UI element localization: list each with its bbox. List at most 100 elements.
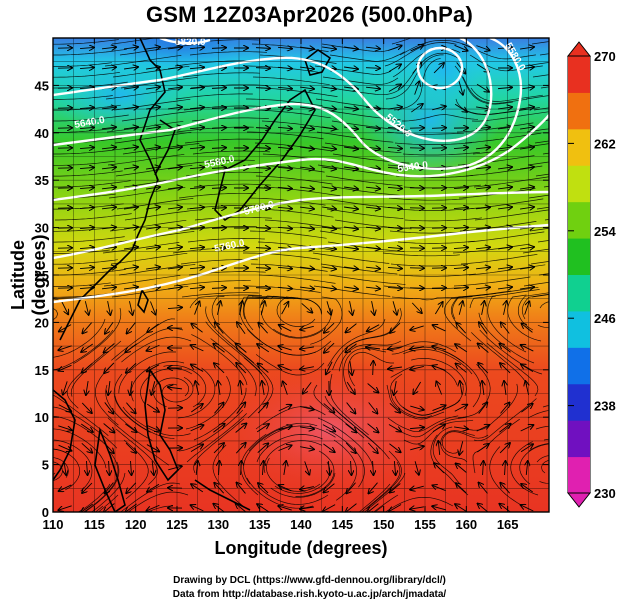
streamline [397, 240, 475, 244]
wind-arrow [459, 441, 462, 455]
wind-arrow [326, 301, 331, 314]
wind-arrow [388, 46, 401, 51]
streamline [257, 486, 329, 505]
streamline [400, 52, 462, 89]
streamline [124, 209, 202, 221]
wind-arrow [236, 363, 247, 374]
y-tick-label: 10 [35, 410, 49, 425]
wind-arrow [434, 302, 442, 315]
colorbar-step [568, 128, 590, 166]
streamline [270, 472, 336, 498]
wind-arrow [387, 247, 402, 248]
streamline [177, 367, 216, 419]
wind-arrow [454, 405, 467, 412]
wind-arrow [86, 381, 88, 395]
wind-arrow [101, 167, 116, 169]
wind-arrow [366, 347, 381, 349]
streamline [191, 334, 248, 386]
wind-arrow [278, 405, 292, 412]
wind-arrow [456, 464, 467, 473]
wind-arrow [520, 107, 534, 109]
wind-arrow [505, 461, 506, 476]
streamline [140, 368, 193, 405]
wind-arrow [281, 302, 289, 315]
streamline [521, 293, 549, 320]
wind-arrow [323, 504, 336, 512]
streamline [66, 351, 107, 409]
streamline [105, 87, 183, 100]
streamline [317, 417, 374, 469]
streamline [53, 259, 118, 265]
wind-arrow [168, 387, 183, 389]
coast-indochina [53, 389, 76, 481]
wind-arrow [410, 366, 424, 369]
streamline [452, 243, 530, 254]
x-tick-label: 110 [43, 517, 64, 532]
wind-arrow [211, 168, 226, 169]
wind-arrow [146, 127, 160, 129]
streamline [487, 295, 527, 353]
wind-arrow [151, 381, 154, 395]
streamline [177, 159, 255, 166]
wind-arrow [475, 207, 490, 209]
wind-arrow [498, 107, 512, 109]
wind-arrow [146, 47, 160, 49]
wind-arrow [322, 287, 336, 289]
wind-arrow [300, 406, 314, 409]
wind-arrow [300, 187, 314, 189]
wind-arrow [478, 363, 489, 374]
contour-5820 [53, 223, 549, 304]
axis-ticks: 110 115 120 125 130 135 140 145 150 155 160 165 0 5 10… [35, 38, 549, 532]
streamline [411, 358, 467, 397]
wind-arrow [323, 403, 335, 412]
wind-arrow [211, 88, 226, 89]
contour-5760 [53, 190, 549, 260]
wind-arrow [388, 107, 402, 109]
wind-arrow [168, 107, 182, 109]
colorbar-steps [568, 56, 590, 494]
x-tick-label: 125 [166, 517, 188, 532]
wind-arrow [433, 63, 444, 74]
wind-arrow [64, 461, 66, 475]
wind-arrow [499, 504, 511, 512]
coast-japan [214, 88, 316, 222]
streamline [53, 406, 118, 449]
wind-arrow [300, 347, 314, 349]
streamline [531, 41, 549, 45]
streamline [247, 328, 317, 356]
wind-arrow [146, 187, 160, 189]
wind-arrow [322, 187, 336, 189]
wind-arrow [255, 88, 270, 89]
wind-arrow [130, 381, 132, 395]
streamline [205, 321, 263, 375]
streamline [110, 252, 188, 265]
wind-arrow [150, 301, 155, 314]
wind-arrow [300, 167, 314, 169]
wind-arrow [350, 361, 352, 375]
credit-drawing: Drawing by DCL (https://www.gfd-dennou.o… [173, 575, 446, 586]
streamline [53, 448, 81, 491]
wind-arrow [109, 460, 110, 475]
streamline [466, 198, 544, 210]
wind-arrow [504, 301, 507, 315]
wind-arrow [482, 301, 485, 315]
wind-arrow [438, 441, 439, 456]
wind-arrow [432, 424, 445, 432]
streamline [533, 107, 549, 111]
y-tick-label: 45 [35, 78, 49, 93]
wind-arrow [300, 367, 314, 370]
streamline [147, 505, 174, 512]
wind-arrow [483, 461, 484, 476]
wind-arrow [189, 107, 204, 108]
wind-arrow [389, 402, 400, 412]
wind-arrow [459, 301, 463, 315]
colorbar-step [568, 56, 590, 93]
wind-arrow [344, 107, 358, 109]
wind-arrow [214, 363, 225, 374]
wind-arrow [211, 108, 226, 109]
wind-arrow [387, 147, 402, 148]
wind-arrow [241, 461, 242, 476]
x-tick-label: 140 [290, 517, 312, 532]
streamline [254, 142, 332, 152]
streamline [327, 318, 386, 367]
